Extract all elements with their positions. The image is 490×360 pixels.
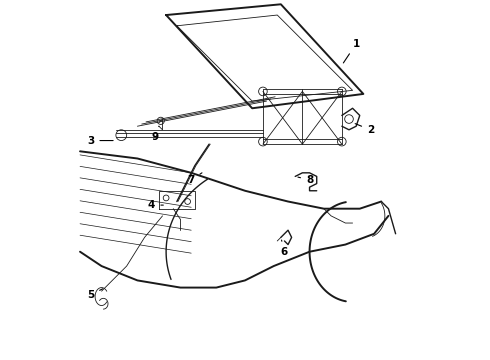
Text: 5: 5 bbox=[87, 289, 103, 300]
Text: 3: 3 bbox=[87, 136, 113, 145]
Text: 7: 7 bbox=[187, 173, 202, 185]
Text: 1: 1 bbox=[343, 39, 360, 63]
Text: 4: 4 bbox=[148, 200, 163, 210]
Text: 8: 8 bbox=[298, 175, 313, 185]
Text: 6: 6 bbox=[281, 240, 288, 257]
Text: 9: 9 bbox=[152, 126, 159, 142]
Text: 2: 2 bbox=[355, 123, 374, 135]
